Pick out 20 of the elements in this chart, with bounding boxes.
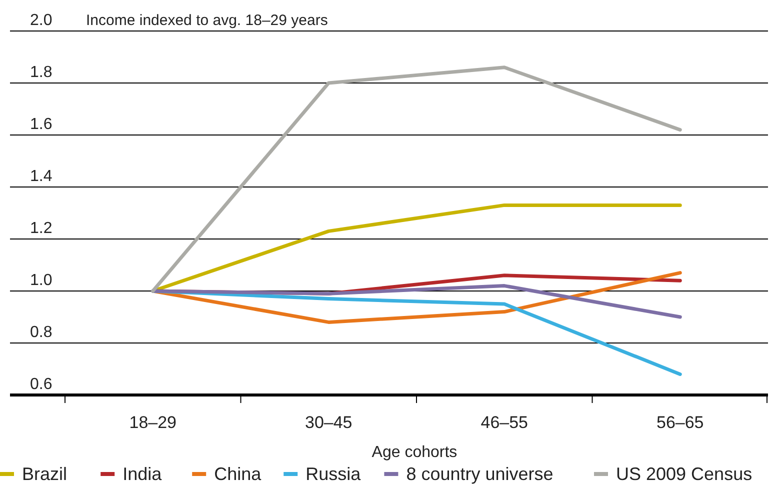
legend-label: Russia xyxy=(306,464,362,484)
y-tick-label: 1.4 xyxy=(30,168,52,185)
x-tick-label: 46–55 xyxy=(480,413,528,432)
legend-label: 8 country universe xyxy=(406,464,554,484)
y-tick-label: 1.0 xyxy=(30,272,52,289)
legend-label: India xyxy=(122,464,163,484)
y-tick-label: 1.8 xyxy=(30,64,52,81)
x-tick-label: 30–45 xyxy=(304,413,352,432)
y-axis-title: Income indexed to avg. 18–29 years xyxy=(86,12,328,29)
y-tick-label: 1.2 xyxy=(30,220,52,237)
y-tick-label: 2.0 xyxy=(30,12,52,29)
legend-label: China xyxy=(214,464,262,484)
y-tick-label: 1.6 xyxy=(30,116,52,133)
x-tick-label: 18–29 xyxy=(129,413,177,432)
y-tick-label: 0.8 xyxy=(30,324,52,341)
x-tick-label: 56–65 xyxy=(656,413,704,432)
x-axis-title: Age cohorts xyxy=(372,444,458,461)
legend-label: US 2009 Census xyxy=(616,464,752,484)
y-tick-label: 0.6 xyxy=(30,376,52,393)
legend-label: Brazil xyxy=(22,464,68,484)
